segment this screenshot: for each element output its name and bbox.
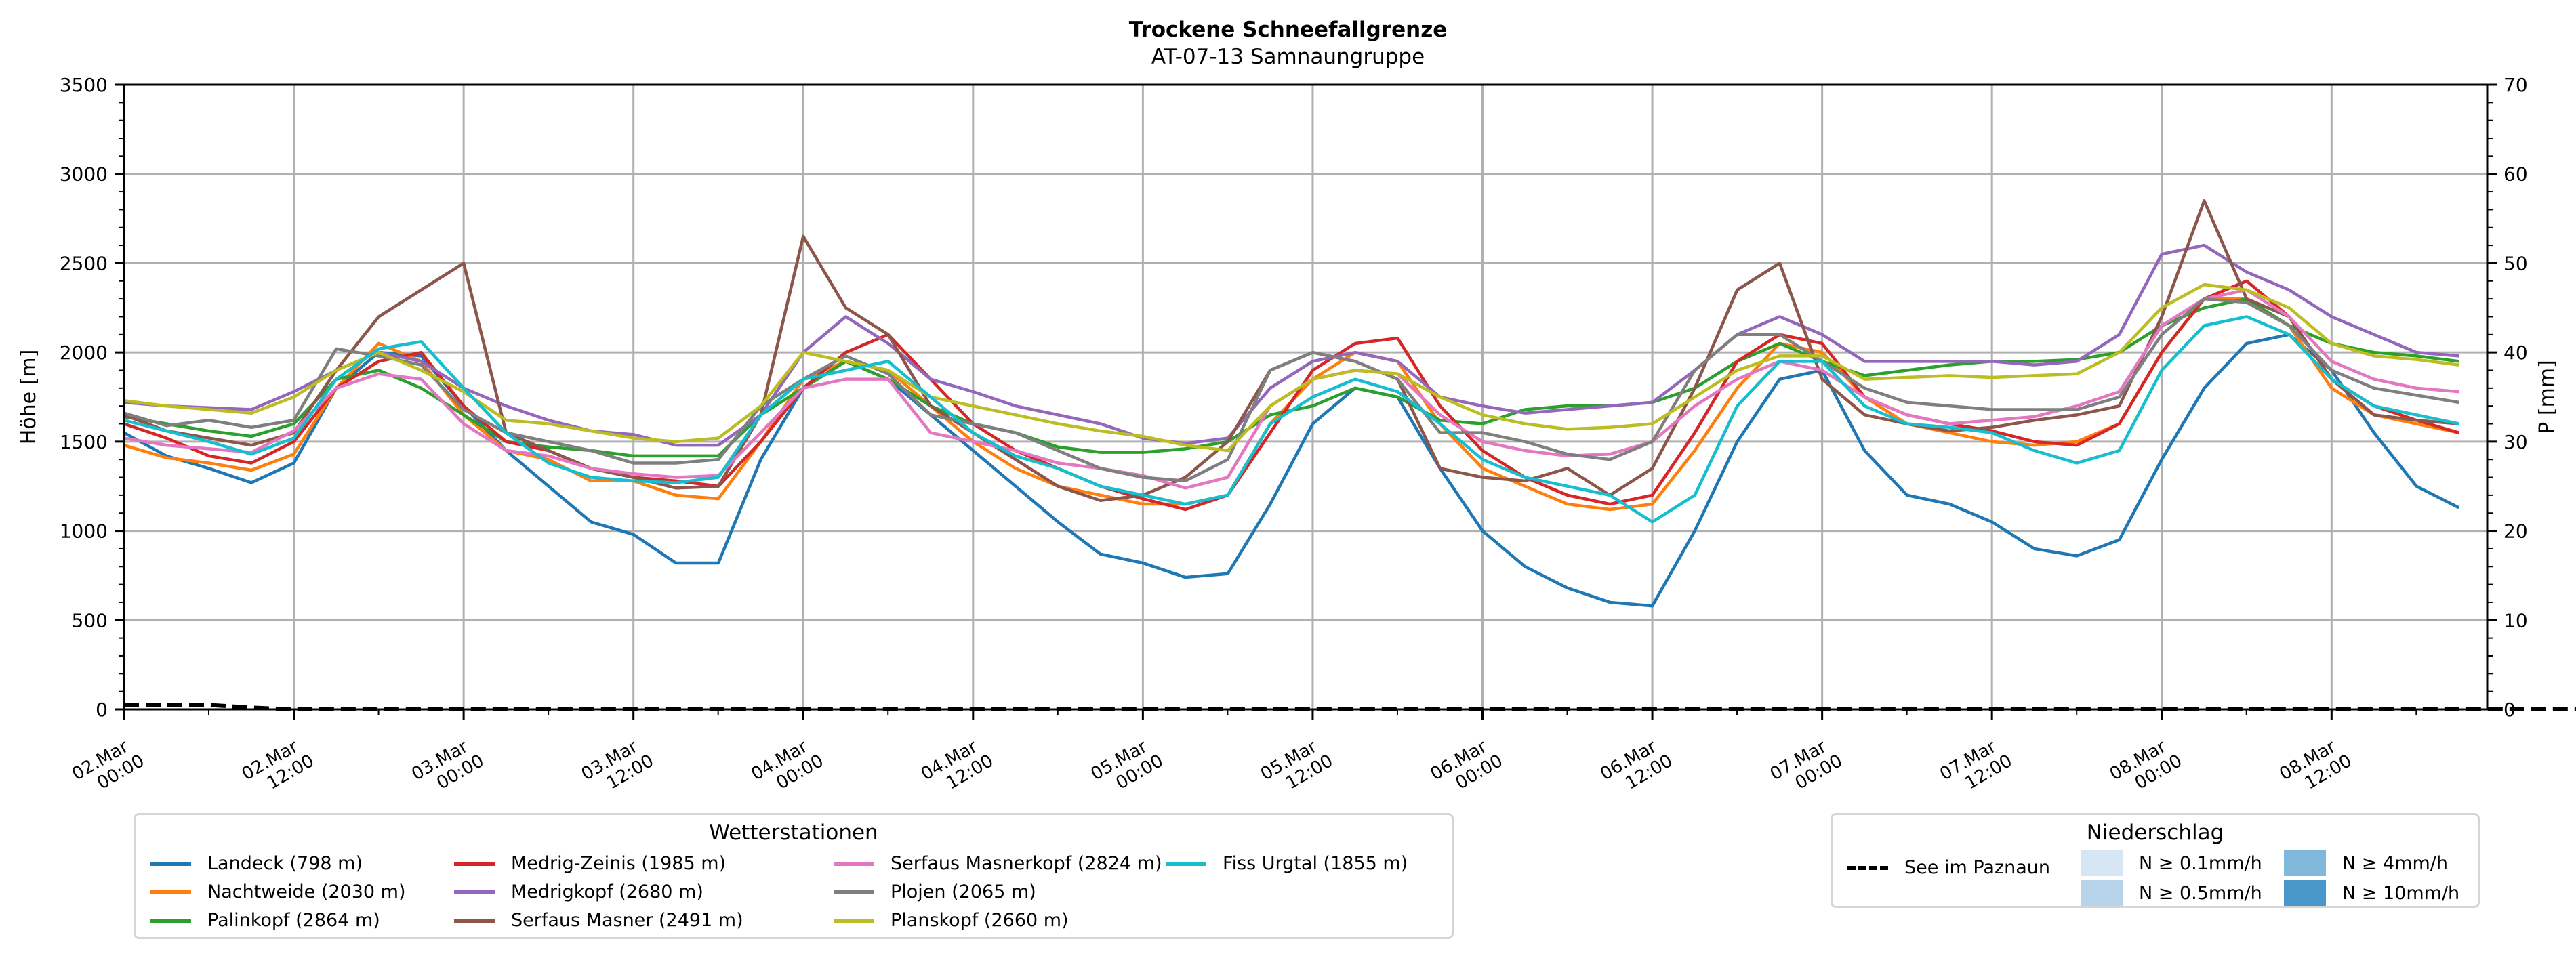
line-swatch-icon: [150, 861, 191, 866]
y2-tick-label: 30: [2503, 431, 2528, 453]
y2-tick-label: 20: [2503, 520, 2528, 543]
legend-label: Medrig-Zeinis (1985 m): [511, 853, 727, 874]
legend-precipitation-title: Niederschlag: [2086, 820, 2224, 845]
legend-item-station-1: Nachtweide (2030 m): [150, 881, 405, 902]
line-swatch-icon: [834, 890, 874, 894]
legend-item-precip-0: N ≥ 0.1mm/h: [2081, 850, 2262, 876]
legend-label: N ≥ 0.1mm/h: [2139, 852, 2262, 874]
line-swatch-icon: [834, 918, 874, 923]
legend-item-station-2: Palinkopf (2864 m): [150, 910, 380, 931]
line-swatch-icon: [454, 918, 495, 923]
series-line-8: [123, 283, 2459, 453]
legend-label: Serfaus Masner (2491 m): [511, 910, 743, 931]
legend-item-station-4: Medrigkopf (2680 m): [454, 881, 703, 902]
color-swatch-icon: [2081, 880, 2123, 906]
line-swatch-icon: [834, 861, 874, 866]
legend-item-see-im-paznaun: See im Paznaun: [1847, 857, 2050, 878]
legend-item-precip-3: N ≥ 10mm/h: [2284, 880, 2459, 906]
y2-tick-label: 0: [2503, 699, 2516, 721]
line-swatch-icon: [150, 918, 191, 923]
color-swatch-icon: [2284, 880, 2326, 906]
legend-item-station-8: Planskopf (2660 m): [834, 910, 1069, 931]
legend-label: Medrigkopf (2680 m): [511, 881, 703, 902]
series-line-0: [123, 333, 2460, 608]
legend-item-station-5: Serfaus Masner (2491 m): [454, 910, 743, 931]
legend-label: See im Paznaun: [1904, 857, 2050, 878]
legend-item-station-6: Serfaus Masnerkopf (2824 m): [834, 853, 1162, 874]
color-swatch-icon: [2284, 850, 2326, 876]
y-tick-label: 1500: [60, 431, 108, 453]
y2-tick-label: 40: [2503, 341, 2528, 364]
y-tick-label: 2000: [60, 341, 108, 364]
legend-label: Plojen (2065 m): [891, 881, 1036, 902]
series-line-5: [123, 199, 2459, 503]
legend-item-station-3: Medrig-Zeinis (1985 m): [454, 853, 726, 874]
legend-label: Nachtweide (2030 m): [207, 881, 406, 902]
legend-item-station-7: Plojen (2065 m): [834, 881, 1036, 902]
y-tick-label: 3500: [60, 74, 108, 96]
dashed-line-icon: [1847, 865, 1888, 870]
y-tick-label: 1000: [60, 520, 108, 543]
chart-svg: 0 500 1000 1500 2000 2500 3000 3500 0 10 20 30 40 50 6…: [17, 74, 2576, 794]
y-tick-label: 3000: [60, 163, 108, 186]
series-line-4: [123, 243, 2459, 447]
line-swatch-icon: [454, 890, 495, 894]
y2-tick-label: 50: [2503, 252, 2528, 274]
y-axis-label: Höhe [m]: [17, 350, 41, 445]
y-tick-label: 2500: [60, 252, 108, 274]
legend-label: Serfaus Masnerkopf (2824 m): [891, 853, 1162, 874]
legend-label: Fiss Urgtal (1855 m): [1223, 853, 1408, 874]
legend-item-station-9: Fiss Urgtal (1855 m): [1166, 853, 1408, 874]
legend-label: N ≥ 0.5mm/h: [2139, 882, 2262, 904]
series-line-2: [123, 297, 2459, 458]
y2-tick-label: 10: [2503, 609, 2528, 631]
legend-item-precip-1: N ≥ 0.5mm/h: [2081, 880, 2262, 906]
legend-stations-title: Wetterstationen: [709, 820, 878, 845]
legend-item-station-0: Landeck (798 m): [150, 853, 363, 874]
line-swatch-icon: [1166, 861, 1206, 866]
chart-subtitle: AT-07-13 Samnaungruppe: [1151, 45, 1425, 69]
series-line-3: [123, 279, 2459, 512]
color-swatch-icon: [2081, 850, 2123, 876]
series-line-7: [123, 297, 2459, 483]
legend-stations: Wetterstationen Landeck (798 m) Nachtweid…: [134, 813, 1454, 939]
legend-label: Planskopf (2660 m): [891, 910, 1069, 931]
series-line-9: [123, 315, 2459, 524]
legend-label: N ≥ 4mm/h: [2342, 852, 2448, 874]
line-swatch-icon: [150, 890, 191, 894]
series-line-6: [123, 288, 2459, 490]
y-tick-label: 0: [96, 699, 108, 721]
chart-title: Trockene Schneefallgrenze: [1128, 18, 1448, 42]
y2-axis-label: P [mm]: [2535, 360, 2559, 434]
legend-item-precip-2: N ≥ 4mm/h: [2284, 850, 2448, 876]
legend-label: Landeck (798 m): [207, 853, 363, 874]
legend-label: Palinkopf (2864 m): [207, 910, 380, 931]
legend-precipitation: Niederschlag See im Paznaun N ≥ 0.1mm/h …: [1831, 813, 2480, 908]
line-swatch-icon: [454, 861, 495, 866]
plot-frame: [123, 83, 2489, 711]
y-tick-label: 500: [72, 609, 108, 631]
y2-tick-label: 70: [2503, 74, 2528, 96]
legend-label: N ≥ 10mm/h: [2342, 882, 2460, 904]
y2-tick-label: 60: [2503, 163, 2528, 186]
